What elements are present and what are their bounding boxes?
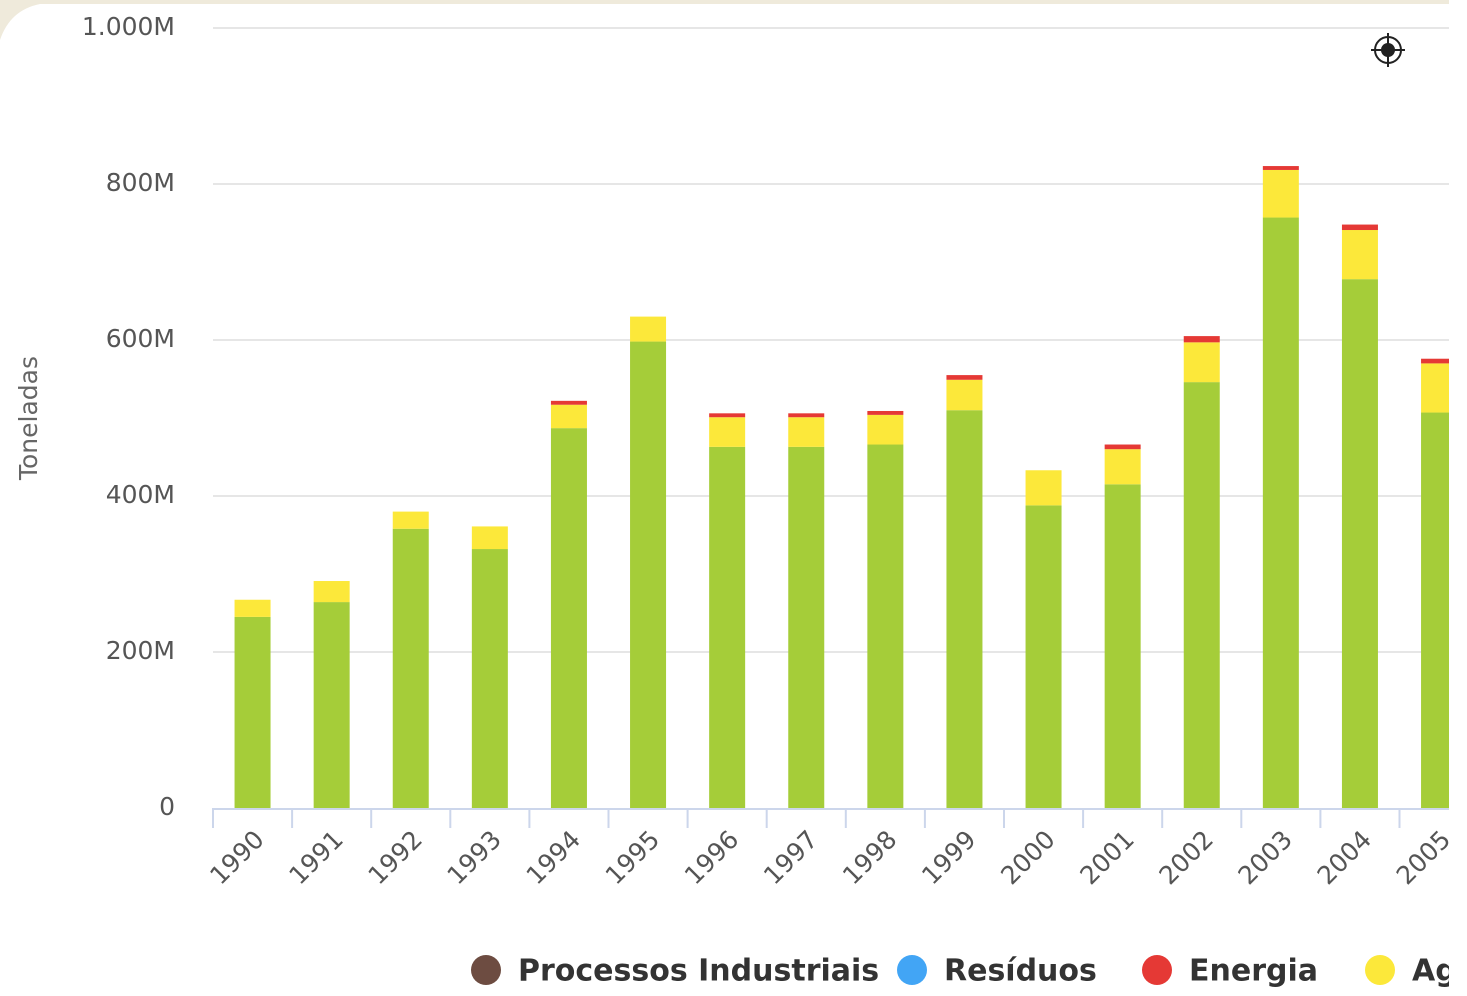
legend-marker: [471, 955, 501, 985]
bar-segment: [1025, 505, 1062, 808]
legend-label: Resíduos: [944, 954, 1097, 989]
bar-segment: [550, 404, 587, 429]
x-tick-label: 2003: [1233, 825, 1298, 890]
y-axis-title: Toneladas: [14, 356, 43, 481]
bar-segment: [709, 446, 746, 808]
bar-segment: [1341, 224, 1378, 231]
bar-segment: [313, 581, 350, 603]
bar-segment: [1104, 484, 1141, 808]
bar-segment: [946, 379, 983, 411]
bar-segment: [1262, 166, 1299, 170]
bar-segment: [1421, 412, 1449, 808]
bar-segment: [867, 414, 904, 445]
x-tick-label: 1997: [758, 825, 823, 890]
bar-segment: [867, 410, 904, 415]
bar-segment: [471, 549, 508, 808]
legend-label: Ag: [1412, 954, 1457, 989]
bar-segment: [1183, 382, 1220, 808]
y-tick-label: 1.000M: [82, 12, 175, 41]
legend-label: Processos Industriais: [518, 954, 879, 989]
bar-segment: [788, 417, 825, 447]
x-tick-label: 1994: [521, 825, 586, 890]
y-tick-label: 400M: [106, 480, 175, 509]
bar-segment: [1183, 342, 1220, 383]
x-tick-label: 1990: [204, 825, 269, 890]
bar-segment: [1104, 444, 1141, 450]
bar-segment: [392, 511, 429, 529]
x-tick-label: 2005: [1391, 825, 1456, 890]
bar-segment: [1025, 470, 1062, 506]
legend-marker: [897, 955, 927, 985]
x-tick-label: 1993: [442, 825, 507, 890]
bar-segment: [1104, 449, 1141, 485]
bar-segment: [550, 400, 587, 405]
x-tick-label: 1996: [679, 825, 744, 890]
bar-segment: [709, 413, 746, 418]
bar-segment: [788, 413, 825, 418]
plot-area: 1990 1991 1992 1993 1994 1995 1996 1997 1998 1999…: [204, 27, 1457, 989]
x-tick-label: 2004: [1312, 825, 1377, 890]
bar-segment: [234, 599, 271, 617]
x-tick-label: 2002: [1153, 825, 1218, 890]
bar-segment: [234, 616, 271, 808]
x-tick-label: 2001: [1074, 825, 1139, 890]
legend-marker: [1142, 955, 1172, 985]
bar-segment: [867, 444, 904, 808]
x-tick-label: 1991: [283, 825, 348, 890]
y-tick-label: 0: [159, 792, 175, 821]
bar-segment: [709, 417, 746, 447]
bar-segment: [630, 316, 667, 342]
bar-segment: [946, 410, 983, 808]
x-tick-label: 1995: [600, 825, 665, 890]
bar-segment: [788, 446, 825, 808]
x-tick-label: 2000: [995, 825, 1060, 890]
y-tick-label: 600M: [106, 324, 175, 353]
bar-segment: [1341, 230, 1378, 280]
bar-segment: [471, 526, 508, 550]
crosshair-icon[interactable]: [1371, 33, 1405, 67]
x-tick-label: 1999: [916, 825, 981, 890]
bar-segment: [946, 375, 983, 380]
y-tick-label: 800M: [106, 168, 175, 197]
bar-segment: [1262, 169, 1299, 218]
bar-segment: [550, 428, 587, 808]
legend-label: Energia: [1189, 954, 1318, 989]
x-tick-label: 1992: [362, 825, 427, 890]
frame-corner: [0, 0, 1449, 40]
legend-marker: [1365, 955, 1395, 985]
bar-segment: [1262, 217, 1299, 809]
bar-segment: [1341, 279, 1378, 808]
bar-segment: [392, 528, 429, 808]
bar-segment: [1421, 358, 1449, 364]
bar-segment: [1421, 363, 1449, 413]
bar-segment: [1183, 336, 1220, 343]
bar-segment: [630, 341, 667, 808]
y-tick-label: 200M: [106, 636, 175, 665]
bar-segment: [313, 602, 350, 808]
x-tick-label: 1998: [837, 825, 902, 890]
